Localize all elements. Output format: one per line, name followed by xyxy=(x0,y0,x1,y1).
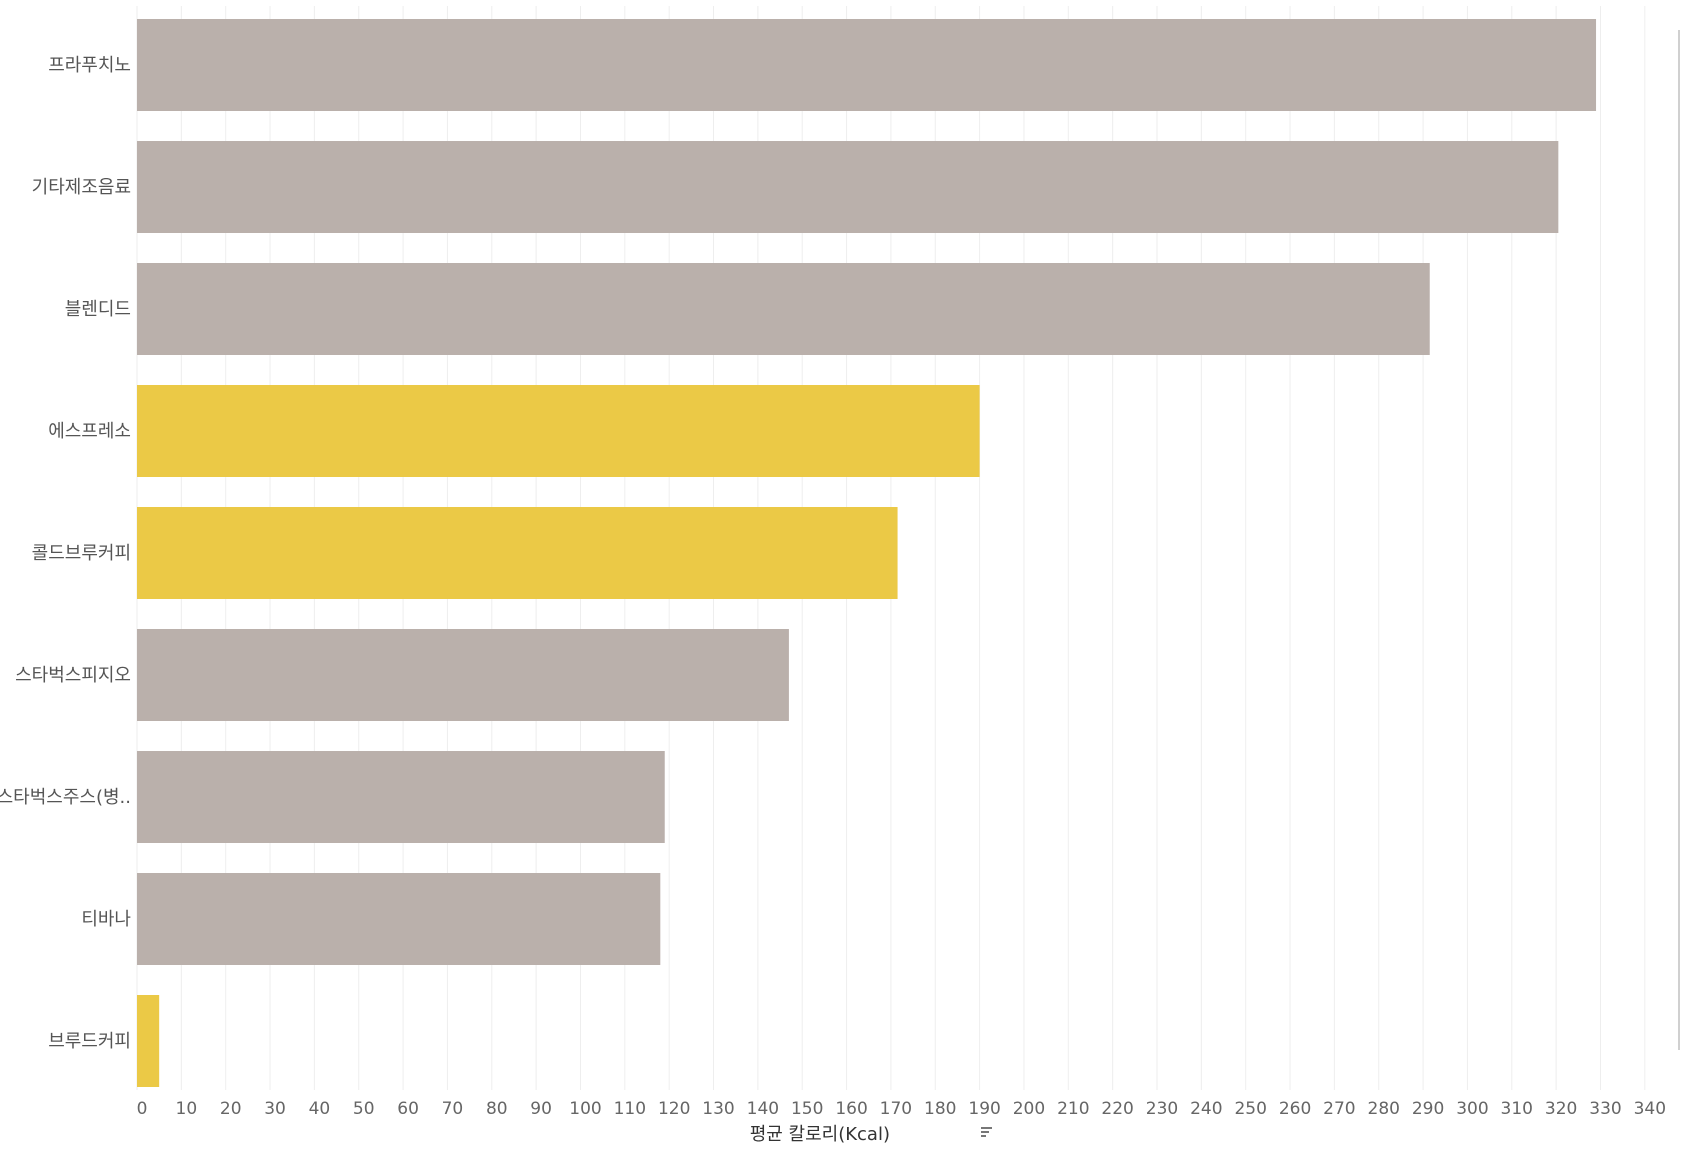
x-tick-label: 230 xyxy=(1146,1099,1178,1119)
x-tick-label: 180 xyxy=(924,1099,956,1119)
x-tick-label: 310 xyxy=(1501,1099,1533,1119)
x-tick-label: 320 xyxy=(1545,1099,1577,1119)
category-label: 에스프레소 xyxy=(48,421,131,442)
bar[interactable] xyxy=(137,385,980,477)
category-label: 기타제조음료 xyxy=(32,177,131,198)
x-tick-label: 140 xyxy=(747,1099,779,1119)
x-tick-label: 190 xyxy=(968,1099,1000,1119)
x-tick-label: 80 xyxy=(486,1099,508,1119)
x-tick-label: 280 xyxy=(1368,1099,1400,1119)
x-tick-label: 160 xyxy=(835,1099,867,1119)
x-tick-label: 200 xyxy=(1013,1099,1045,1119)
x-axis-title: 평균 칼로리(Kcal) xyxy=(750,1124,890,1145)
x-tick-label: 330 xyxy=(1589,1099,1621,1119)
category-label: 브루드커피 xyxy=(48,1031,131,1052)
x-tick-label: 0 xyxy=(137,1099,148,1119)
x-tick-label: 100 xyxy=(569,1099,601,1119)
x-tick-label: 150 xyxy=(791,1099,823,1119)
bar[interactable] xyxy=(137,263,1430,355)
sort-icon[interactable] xyxy=(981,1127,992,1137)
bar[interactable] xyxy=(137,19,1597,111)
bar[interactable] xyxy=(137,629,789,721)
x-tick-label: 220 xyxy=(1101,1099,1133,1119)
x-tick-label: 210 xyxy=(1057,1099,1089,1119)
x-tick-label: 90 xyxy=(530,1099,552,1119)
x-tick-label: 240 xyxy=(1190,1099,1222,1119)
x-tick-label: 110 xyxy=(614,1099,646,1119)
x-tick-label: 120 xyxy=(658,1099,690,1119)
x-tick-label: 70 xyxy=(442,1099,464,1119)
category-label: 콜드브루커피 xyxy=(32,543,131,564)
bars xyxy=(137,19,1597,1087)
x-tick-label: 40 xyxy=(309,1099,331,1119)
category-label: 스타벅스피지오 xyxy=(15,665,131,686)
x-tick-label: 260 xyxy=(1279,1099,1311,1119)
x-tick-label: 10 xyxy=(176,1099,198,1119)
bar[interactable] xyxy=(137,507,898,599)
bar[interactable] xyxy=(137,995,160,1087)
x-tick-label: 60 xyxy=(397,1099,419,1119)
bar[interactable] xyxy=(137,141,1559,233)
x-tick-labels: 0 10 20 30 40 50 60 70 80 90 100 110 120 130 140 150 160… xyxy=(137,1099,1666,1119)
bar[interactable] xyxy=(137,751,665,843)
x-tick-label: 270 xyxy=(1323,1099,1355,1119)
x-tick-label: 30 xyxy=(264,1099,286,1119)
x-tick-label: 20 xyxy=(220,1099,242,1119)
x-tick-label: 340 xyxy=(1634,1099,1666,1119)
x-tick-label: 290 xyxy=(1412,1099,1444,1119)
x-tick-label: 50 xyxy=(353,1099,375,1119)
category-label: 티바나 xyxy=(81,909,131,930)
category-label: 블렌디드 xyxy=(65,299,131,320)
category-label: 프라푸치노 xyxy=(48,55,131,76)
x-tick-label: 170 xyxy=(880,1099,912,1119)
x-tick-label: 250 xyxy=(1234,1099,1266,1119)
x-tick-label: 130 xyxy=(702,1099,734,1119)
bar[interactable] xyxy=(137,873,661,965)
category-labels: 프라푸치노기타제조음료블렌디드에스프레소콜드브루커피스타벅스피지오스타벅스주스(… xyxy=(0,55,131,1052)
category-label: 스타벅스주스(병.. xyxy=(0,787,131,808)
x-tick-label: 300 xyxy=(1456,1099,1488,1119)
